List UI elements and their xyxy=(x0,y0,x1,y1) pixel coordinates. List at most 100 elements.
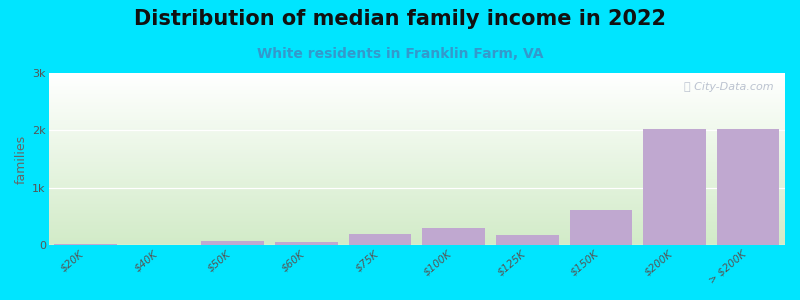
Bar xyxy=(49,216,785,217)
Bar xyxy=(49,213,785,214)
Bar xyxy=(49,150,785,151)
Bar xyxy=(49,243,785,244)
Bar xyxy=(49,74,785,75)
Bar xyxy=(49,134,785,135)
Bar xyxy=(49,198,785,199)
Bar xyxy=(49,199,785,200)
Bar xyxy=(49,129,785,130)
Bar xyxy=(49,164,785,165)
Y-axis label: families: families xyxy=(15,135,28,184)
Bar xyxy=(49,136,785,137)
Bar xyxy=(49,125,785,126)
Bar xyxy=(49,102,785,103)
Bar xyxy=(49,79,785,80)
Bar xyxy=(49,115,785,116)
Bar xyxy=(49,210,785,211)
Bar xyxy=(49,158,785,159)
Bar xyxy=(54,244,117,245)
Bar xyxy=(49,166,785,167)
Bar xyxy=(49,103,785,104)
Bar xyxy=(49,100,785,101)
Bar xyxy=(49,212,785,213)
Bar xyxy=(49,124,785,125)
Bar xyxy=(49,82,785,83)
Bar xyxy=(49,121,785,122)
Bar xyxy=(49,191,785,192)
Bar xyxy=(49,122,785,123)
Bar xyxy=(49,77,785,78)
Bar xyxy=(49,209,785,210)
Bar xyxy=(49,113,785,114)
Text: Distribution of median family income in 2022: Distribution of median family income in … xyxy=(134,9,666,29)
Bar xyxy=(49,167,785,168)
Bar xyxy=(422,228,485,245)
Bar xyxy=(496,235,558,245)
Bar xyxy=(49,161,785,162)
Bar xyxy=(49,146,785,147)
Bar xyxy=(49,130,785,131)
Bar xyxy=(49,192,785,193)
Bar xyxy=(49,143,785,144)
Bar xyxy=(717,129,779,245)
Bar xyxy=(49,195,785,196)
Bar xyxy=(49,149,785,150)
Bar xyxy=(49,110,785,111)
Bar xyxy=(275,242,338,245)
Bar xyxy=(49,108,785,109)
Bar xyxy=(49,186,785,187)
Bar xyxy=(49,140,785,141)
Bar xyxy=(49,224,785,225)
Bar xyxy=(49,88,785,89)
Bar xyxy=(49,76,785,77)
Bar xyxy=(49,180,785,181)
Bar xyxy=(49,119,785,120)
Bar xyxy=(49,165,785,166)
Bar xyxy=(49,75,785,76)
Bar xyxy=(49,96,785,97)
Bar xyxy=(49,171,785,172)
Bar xyxy=(49,162,785,163)
Bar xyxy=(570,210,632,245)
Bar xyxy=(49,190,785,191)
Bar xyxy=(49,154,785,155)
Bar xyxy=(49,200,785,201)
Bar xyxy=(49,208,785,209)
Bar xyxy=(49,218,785,219)
Bar xyxy=(49,151,785,152)
Bar xyxy=(49,86,785,87)
Bar xyxy=(49,227,785,228)
Bar xyxy=(49,193,785,194)
Bar xyxy=(49,147,785,148)
Bar xyxy=(49,220,785,221)
Bar xyxy=(49,160,785,161)
Bar xyxy=(49,196,785,197)
Bar xyxy=(202,241,264,245)
Bar xyxy=(49,236,785,237)
Bar xyxy=(49,112,785,113)
Text: ⓘ City-Data.com: ⓘ City-Data.com xyxy=(684,82,774,92)
Bar xyxy=(49,172,785,173)
Bar xyxy=(49,177,785,178)
Bar xyxy=(49,109,785,110)
Bar xyxy=(49,138,785,139)
Bar xyxy=(49,189,785,190)
Bar xyxy=(49,182,785,183)
Bar xyxy=(49,137,785,138)
Bar xyxy=(49,173,785,174)
Bar xyxy=(49,120,785,121)
Bar xyxy=(49,228,785,229)
Bar xyxy=(49,126,785,127)
Bar xyxy=(49,230,785,231)
Bar xyxy=(49,145,785,146)
Bar xyxy=(49,155,785,156)
Bar xyxy=(49,123,785,124)
Bar xyxy=(49,153,785,154)
Bar xyxy=(49,176,785,177)
Bar xyxy=(49,239,785,240)
Bar xyxy=(49,81,785,82)
Bar xyxy=(49,179,785,180)
Bar xyxy=(49,94,785,95)
Bar xyxy=(49,184,785,185)
Bar xyxy=(49,240,785,241)
Bar xyxy=(49,104,785,105)
